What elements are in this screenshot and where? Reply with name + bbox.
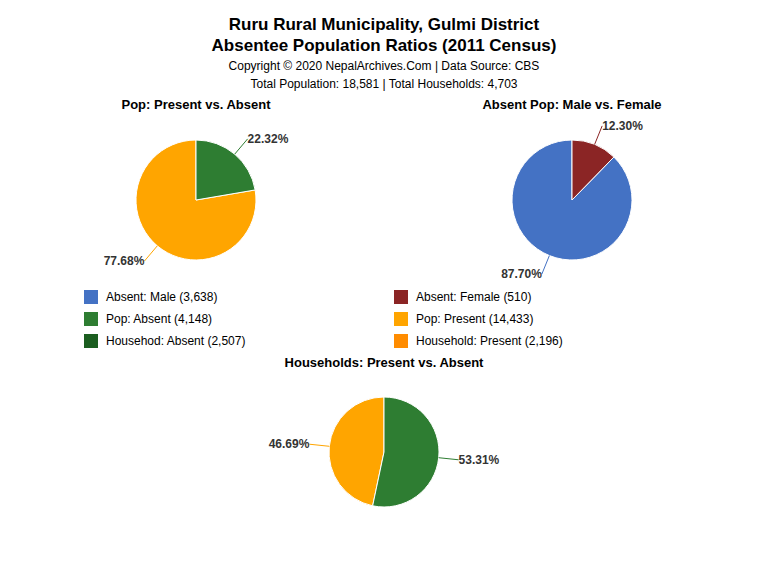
svg-text:46.69%: 46.69%: [269, 437, 310, 451]
html-text:Pop: Present (14,433): Pop: Present (14,433): [416, 312, 534, 326]
html-text:Pop: Absent (4,148): Pop: Absent (4,148): [106, 312, 213, 326]
html-text:Copyright © 2020 NepalArchives: Copyright © 2020 NepalArchives.Com | Dat…: [228, 59, 540, 73]
html-text:Household: Present (2,196): Household: Present (2,196): [416, 334, 563, 348]
svg-text:22.32%: 22.32%: [248, 132, 289, 146]
svg-text:12.30%: 12.30%: [602, 119, 643, 133]
html-text:Households: Present vs. Absent: Households: Present vs. Absent: [284, 355, 484, 370]
svg-text:87.70%: 87.70%: [501, 267, 542, 281]
html-text:Absentee Population Ratios (20: Absentee Population Ratios (2011 Census): [211, 36, 557, 55]
html-text:Absent: Male (3,638): Absent: Male (3,638): [106, 290, 218, 304]
html-text:Pop: Present vs. Absent: Pop: Present vs. Absent: [121, 97, 271, 112]
html-text:Ruru Rural Municipality, Gulmi: Ruru Rural Municipality, Gulmi District: [228, 15, 540, 34]
html-text:Househod: Absent (2,507): Househod: Absent (2,507): [106, 334, 246, 348]
html-text:Absent Pop: Male vs. Female: Absent Pop: Male vs. Female: [482, 97, 662, 112]
html-text:Absent: Female (510): Absent: Female (510): [416, 290, 532, 304]
svg-text:77.68%: 77.68%: [104, 254, 145, 268]
svg-text:53.31%: 53.31%: [459, 453, 500, 467]
html-text:Total Population: 18,581 | Tot: Total Population: 18,581 | Total Househo…: [250, 77, 518, 91]
